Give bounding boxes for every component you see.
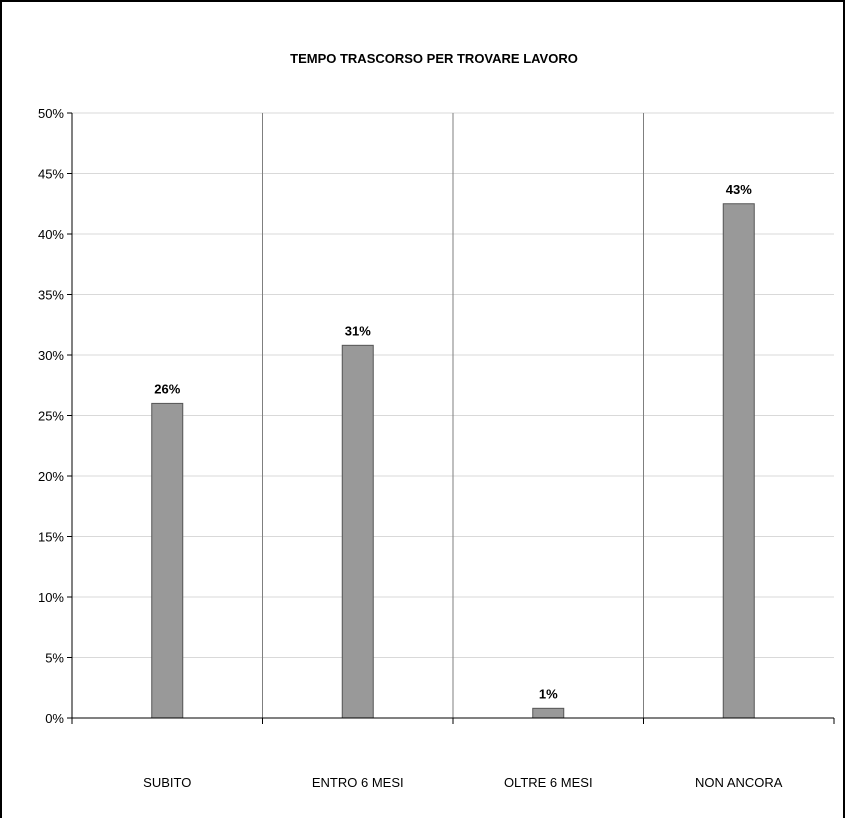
chart-title: TEMPO TRASCORSO PER TROVARE LAVORO [290, 51, 578, 66]
y-tick-label: 25% [38, 409, 64, 424]
y-tick-label: 40% [38, 227, 64, 242]
y-tick-labels: 0% 5% 10% 15% 20% 25% 30% 35% 40% 45% 50% [38, 106, 64, 726]
chart-frame-right-edge [843, 0, 845, 818]
bars [151, 203, 755, 719]
y-tick-label: 20% [38, 469, 64, 484]
data-label: 1% [539, 686, 558, 701]
y-tick-label: 45% [38, 167, 64, 182]
data-label: 26% [154, 381, 180, 396]
data-labels: 26% 31% 1% 43% [154, 182, 752, 702]
y-tick-label: 10% [38, 590, 64, 605]
category-label: SUBITO [143, 775, 191, 790]
y-tick-label: 0% [45, 711, 64, 726]
y-tick-label: 50% [38, 106, 64, 121]
y-tick-label: 5% [45, 651, 64, 666]
category-dividers [262, 113, 644, 724]
data-label: 43% [726, 182, 752, 197]
bar [151, 402, 184, 719]
y-tick-label: 30% [38, 348, 64, 363]
category-labels: SUBITO ENTRO 6 MESI OLTRE 6 MESI NON ANCORA [143, 775, 783, 790]
axes [67, 112, 835, 724]
y-tick-label: 15% [38, 530, 64, 545]
bar [722, 203, 755, 719]
y-tick-label: 35% [38, 288, 64, 303]
category-label: OLTRE 6 MESI [504, 775, 593, 790]
category-label: ENTRO 6 MESI [312, 775, 404, 790]
category-label: NON ANCORA [695, 775, 783, 790]
bar [341, 344, 374, 719]
data-label: 31% [345, 323, 371, 338]
bar [532, 707, 565, 719]
